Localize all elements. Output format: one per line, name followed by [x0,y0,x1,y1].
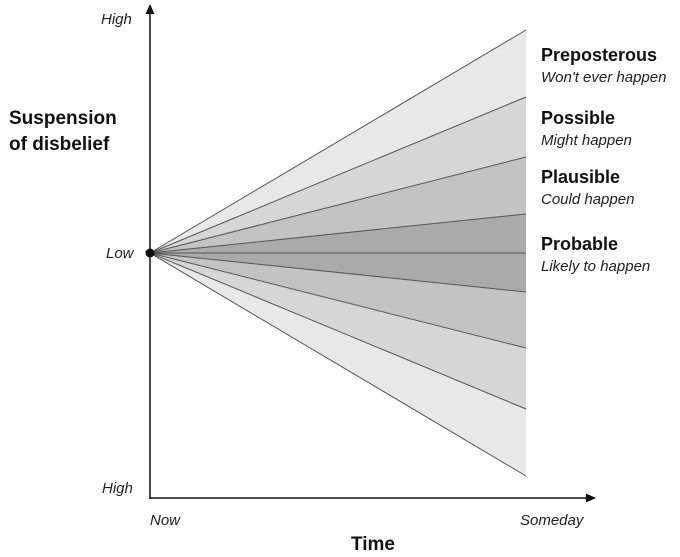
category-title: Possible [541,108,616,128]
category-plausible: Plausible Could happen [541,167,634,208]
x-axis-arrowhead [586,493,596,503]
category-title: Probable [541,234,619,254]
category-subtitle: Could happen [541,191,635,208]
category-title: Plausible [541,167,621,187]
y-bottom-label: High [102,480,133,497]
x-end-label: Someday [520,512,584,529]
x-start-label: Now [150,512,181,529]
x-axis-title: Time [351,534,396,555]
origin-dot [145,248,155,258]
category-probable: Probable Likely to happen [541,234,650,275]
category-subtitle: Likely to happen [541,258,651,275]
category-possible: Possible Might happen [541,108,632,149]
y-axis-title: Suspension of disbelief [9,106,117,158]
category-title: Preposterous [541,45,658,65]
category-subtitle: Might happen [541,132,632,149]
y-middle-label: Low [106,245,134,262]
y-axis-title-line2: of disbelief [9,134,110,155]
category-subtitle: Won't ever happen [541,69,667,86]
band-boundary-lines [149,29,527,477]
y-axis-title-line1: Suspension [9,108,117,129]
y-axis-arrowhead [145,4,155,14]
y-top-label: High [101,11,132,28]
category-preposterous: Preposterous Won't ever happen [541,45,666,86]
